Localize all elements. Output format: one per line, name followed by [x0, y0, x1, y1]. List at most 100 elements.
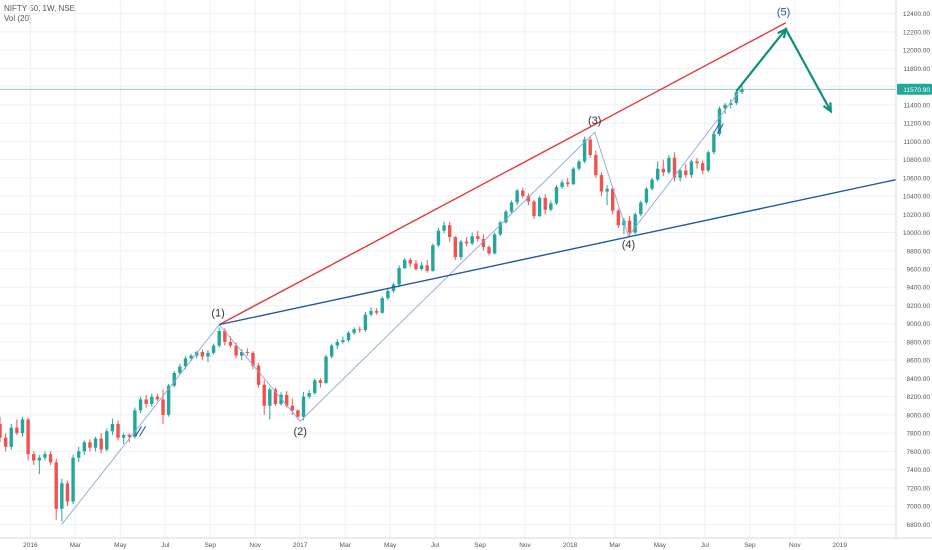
y-tick-label: 10600.00 — [903, 175, 930, 182]
candle-body — [200, 351, 205, 357]
y-tick-label: 12200.00 — [903, 29, 930, 36]
candle-body — [150, 396, 154, 404]
candle-body — [470, 236, 474, 244]
candle-body — [492, 234, 497, 254]
candle-body — [481, 238, 486, 248]
x-tick-label: 2019 — [833, 542, 848, 549]
break-tick — [135, 426, 142, 437]
candle-body — [672, 157, 677, 178]
candle-body — [262, 384, 266, 406]
candle-body — [414, 263, 418, 269]
candle-body — [588, 139, 592, 156]
candle-body — [537, 197, 542, 217]
candle-body — [178, 366, 182, 373]
candle-body — [605, 188, 609, 192]
candle-body — [706, 152, 710, 171]
candle-body — [464, 241, 469, 244]
wave-label: (3) — [588, 115, 601, 127]
x-tick-label: Nov — [519, 542, 531, 549]
candle-body — [183, 358, 188, 367]
candle-body — [453, 237, 458, 258]
break-tick — [139, 426, 146, 437]
x-tick-label: Sep — [744, 542, 756, 549]
candle-body — [633, 214, 637, 233]
x-tick-label: Jul — [431, 542, 440, 549]
candle-body — [76, 451, 81, 458]
candle-body — [695, 161, 699, 164]
x-tick-label: 2018 — [563, 542, 578, 549]
candle-body — [509, 202, 514, 212]
candle-body — [341, 340, 345, 342]
candle-body — [655, 168, 660, 180]
candle-body — [627, 220, 632, 233]
y-tick-label: 7200.00 — [907, 485, 931, 492]
candle-body — [284, 394, 289, 406]
candle-body — [161, 399, 165, 415]
candle-body — [268, 389, 272, 406]
y-tick-label: 7400.00 — [907, 467, 931, 474]
x-tick-label: Mar — [609, 542, 621, 549]
candle-body — [15, 427, 19, 434]
price-axis[interactable]: 6800.00 7000.00 7200.00 7400.00 7600.00 7800.… — [895, 0, 932, 550]
time-axis[interactable]: 2016 Mar May Jul Sep Nov 2017 Mar May Jul Sep Nov 20… — [0, 537, 932, 550]
y-tick-label: 8200.00 — [907, 394, 931, 401]
candle-body — [594, 155, 598, 176]
candle-body — [172, 372, 176, 386]
candle-body — [504, 211, 508, 223]
wave-label: (2) — [293, 426, 306, 438]
candle-body — [425, 265, 429, 271]
candle-body — [335, 341, 339, 346]
y-tick-label: 6800.00 — [907, 522, 931, 529]
candle-body — [442, 225, 446, 231]
candle-body — [206, 352, 210, 357]
candle-body — [301, 396, 306, 417]
candle-body — [403, 259, 407, 269]
candle-body — [436, 230, 441, 246]
candle-body — [223, 331, 227, 342]
candle-body — [639, 202, 643, 215]
candle-body — [43, 454, 47, 458]
candle-body — [571, 168, 576, 185]
candle-body — [667, 157, 671, 173]
candle-body — [189, 355, 193, 359]
y-tick-label: 12400.00 — [903, 11, 930, 18]
volume-indicator-label[interactable]: Vol (20) — [4, 14, 32, 23]
candle-body — [32, 454, 36, 461]
candle-body — [577, 161, 581, 169]
candle-body — [71, 457, 75, 502]
wave-path — [61, 89, 742, 525]
y-tick-label: 11400.00 — [903, 102, 930, 109]
candle-body — [717, 108, 722, 135]
y-tick-label: 9000.00 — [907, 321, 931, 328]
x-tick-label: Nov — [789, 542, 801, 549]
y-tick-label: 11800.00 — [903, 66, 930, 73]
candle-body — [369, 310, 373, 315]
x-tick-label: Sep — [204, 542, 216, 549]
wave-label: (1) — [211, 307, 224, 319]
candle-body — [549, 203, 553, 210]
wave-label: (5) — [777, 7, 790, 19]
candle-body — [251, 352, 255, 366]
candle-body — [228, 341, 233, 346]
x-tick-label: Jul — [161, 542, 170, 549]
x-tick-label: Jul — [701, 542, 710, 549]
candle-body — [313, 380, 317, 394]
candle-body — [26, 419, 30, 455]
y-tick-label: 11200.00 — [903, 121, 930, 128]
candle-body — [329, 345, 334, 357]
y-tick-label: 10000.00 — [903, 230, 930, 237]
candle-body — [3, 437, 8, 447]
x-tick-label: Mar — [340, 542, 352, 549]
candle-body — [684, 170, 688, 176]
candle-body — [498, 222, 502, 235]
candle-body — [138, 399, 143, 411]
candle-body — [408, 259, 413, 264]
candle-body — [9, 427, 13, 447]
candle-body — [290, 405, 294, 411]
candle-body — [712, 134, 716, 153]
candle-body — [217, 331, 221, 346]
x-tick-label: 2017 — [293, 542, 308, 549]
candle-body — [245, 351, 250, 353]
candle-body — [363, 314, 368, 331]
